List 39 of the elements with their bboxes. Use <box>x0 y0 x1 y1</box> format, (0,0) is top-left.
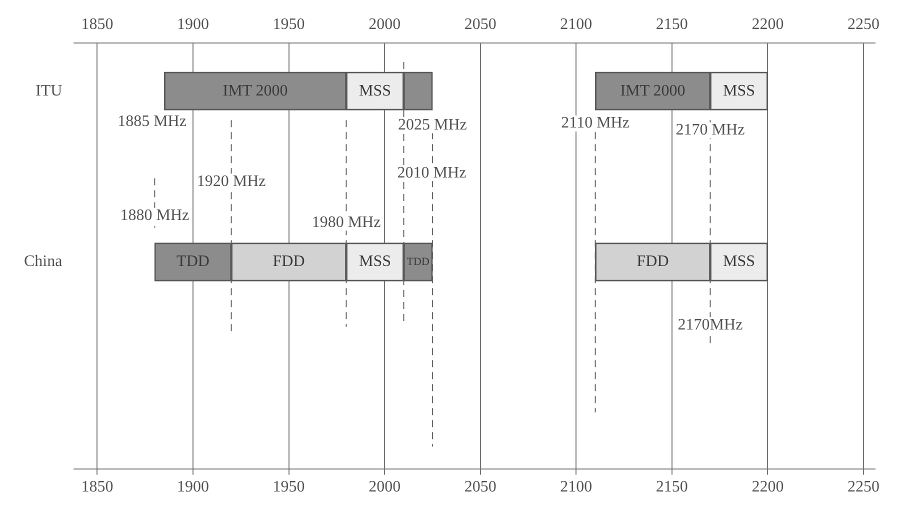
x2-tick-label: 2050 <box>464 478 496 496</box>
data-label: MSS <box>722 82 755 100</box>
x-tick-label: 2000 <box>368 16 401 33</box>
x-tick-label: 1850 <box>81 16 114 33</box>
x2-tick-label: 1900 <box>176 478 209 496</box>
x-tick-label: 1950 <box>272 16 305 33</box>
x2-tick-label: 1850 <box>81 478 114 496</box>
data-label: MSS <box>722 253 755 270</box>
data-label: IMT 2000 <box>620 82 686 100</box>
data-label: IMT 2000 <box>222 82 288 100</box>
x2-tick-label: 2150 <box>656 478 688 496</box>
x2-tick-label: 2000 <box>368 478 401 496</box>
x-tick-label: 2200 <box>752 16 784 33</box>
ref-line-label: 2170 MHz <box>676 122 745 139</box>
ref-line-label: 1920 MHz <box>196 172 266 190</box>
data-label: TDD <box>176 253 210 270</box>
ref-line-label: 2010 MHz <box>397 164 466 182</box>
data-label: FDD <box>636 253 669 270</box>
ref-line-label: 2110 MHz <box>561 114 630 132</box>
data-label: MSS <box>358 253 392 270</box>
y-tick-label: ITU <box>36 82 63 100</box>
x-tick-label: 2250 <box>848 16 880 33</box>
annotation: 1885 MHz <box>118 113 186 130</box>
x-tick-label: 2100 <box>560 16 592 33</box>
data-label: FDD <box>272 253 305 270</box>
data-label: TDD <box>406 256 430 268</box>
x2-tick-label: 2100 <box>560 478 592 496</box>
annotation: 2170MHz <box>678 316 743 334</box>
x-tick-label: 1900 <box>176 16 209 33</box>
x2-tick-label: 2250 <box>848 478 880 496</box>
ref-line-label: 1880 MHz <box>120 207 190 224</box>
x-tick-label: 2050 <box>464 16 496 33</box>
x2-tick-label: 2200 <box>752 478 784 496</box>
ref-line-label: 2025 MHz <box>398 116 467 134</box>
y-tick-label: China <box>24 253 62 270</box>
x-tick-label: 2150 <box>656 16 688 33</box>
ref-line-label: 1980 MHz <box>312 214 381 231</box>
data-label: MSS <box>358 82 392 100</box>
x2-tick-label: 1950 <box>272 478 305 496</box>
